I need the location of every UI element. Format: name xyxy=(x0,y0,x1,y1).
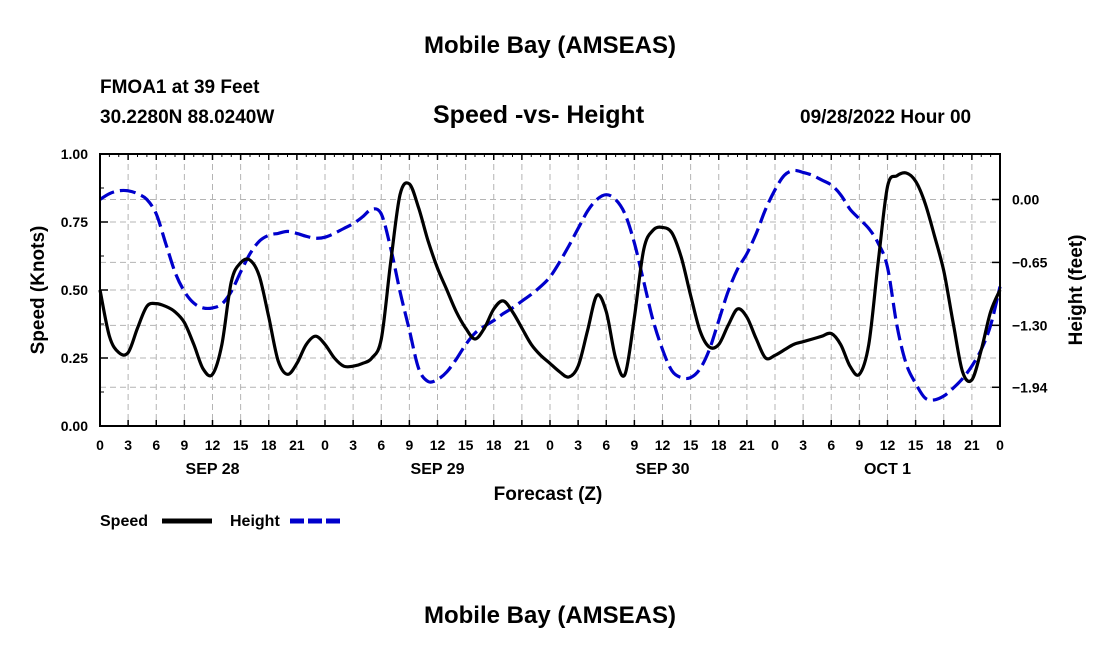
x-tick-label: 6 xyxy=(377,437,385,453)
x-tick-label: 15 xyxy=(233,437,249,453)
x-tick-label: 18 xyxy=(936,437,952,453)
series-line-height xyxy=(99,168,1002,402)
series-line-speed xyxy=(98,171,1002,383)
legend-height-label: Height xyxy=(230,513,280,530)
x-tick-label: 0 xyxy=(96,437,104,453)
y-tick-label: 0.25 xyxy=(61,350,88,366)
x-tick-label: 18 xyxy=(711,437,727,453)
chart-subtitle: Speed -vs- Height xyxy=(433,101,645,129)
x-tick-label: 0 xyxy=(546,437,554,453)
x-tick-label: 9 xyxy=(180,437,188,453)
day-label: SEP 29 xyxy=(411,461,465,478)
legend-speed-label: Speed xyxy=(100,513,148,530)
x-tick-label: 6 xyxy=(602,437,610,453)
x-tick-label: 9 xyxy=(405,437,413,453)
x-tick-label: 12 xyxy=(880,437,896,453)
x-tick-label: 15 xyxy=(458,437,474,453)
axes: 0 3 6 9 12 15 18 21 0 3 6 9 12 15 18 21 0 3 6 9 12 15 18 21 0 3 6 9… xyxy=(61,146,1048,478)
x-tick-label: 3 xyxy=(799,437,807,453)
x-tick-label: 18 xyxy=(261,437,277,453)
x-tick-label: 21 xyxy=(739,437,755,453)
y-tick-label: 0.50 xyxy=(61,282,88,298)
x-tick-label: 3 xyxy=(349,437,357,453)
day-label: OCT 1 xyxy=(864,461,911,478)
x-tick-label: 0 xyxy=(996,437,1004,453)
x-tick-label: 12 xyxy=(655,437,671,453)
x-tick-label: 15 xyxy=(908,437,924,453)
y2-tick-label: −0.65 xyxy=(1012,254,1048,270)
page-title: Mobile Bay (AMSEAS) xyxy=(423,32,677,59)
x-axis-label: Forecast (Z) xyxy=(494,484,603,505)
x-tick-label: 3 xyxy=(124,437,132,453)
footer-title: Mobile Bay (AMSEAS) xyxy=(423,602,677,629)
x-tick-label: 12 xyxy=(430,437,446,453)
x-tick-label: 21 xyxy=(964,437,980,453)
y-tick-label: 0.00 xyxy=(61,418,88,434)
x-tick-label: 6 xyxy=(827,437,835,453)
station-coords: 30.2280N 88.0240W xyxy=(100,107,275,128)
x-tick-label: 18 xyxy=(486,437,502,453)
x-tick-label: 9 xyxy=(855,437,863,453)
y2-tick-label: −1.94 xyxy=(1012,379,1048,395)
y2-tick-label: −1.30 xyxy=(1012,317,1048,333)
y-tick-label: 1.00 xyxy=(61,146,88,162)
station-label: FMOA1 at 39 Feet xyxy=(100,77,260,98)
y-tick-label: 0.75 xyxy=(61,214,88,230)
x-tick-label: 0 xyxy=(321,437,329,453)
x-tick-label: 21 xyxy=(289,437,305,453)
x-tick-label: 21 xyxy=(514,437,530,453)
x-tick-label: 6 xyxy=(152,437,160,453)
x-tick-label: 15 xyxy=(683,437,699,453)
legend: Speed Height xyxy=(100,513,342,530)
grid-lines xyxy=(100,154,1000,426)
y2-tick-label: 0.00 xyxy=(1012,191,1039,207)
forecast-datetime: 09/28/2022 Hour 00 xyxy=(800,107,972,128)
x-tick-label: 3 xyxy=(574,437,582,453)
x-tick-label: 0 xyxy=(771,437,779,453)
y2-axis-label: Height (feet) xyxy=(1066,235,1087,346)
x-tick-label: 12 xyxy=(205,437,221,453)
day-label: SEP 30 xyxy=(636,461,690,478)
day-label: SEP 28 xyxy=(186,461,240,478)
y-axis-label: Speed (Knots) xyxy=(28,226,49,355)
x-tick-label: 9 xyxy=(630,437,638,453)
series-lines xyxy=(98,168,1002,402)
